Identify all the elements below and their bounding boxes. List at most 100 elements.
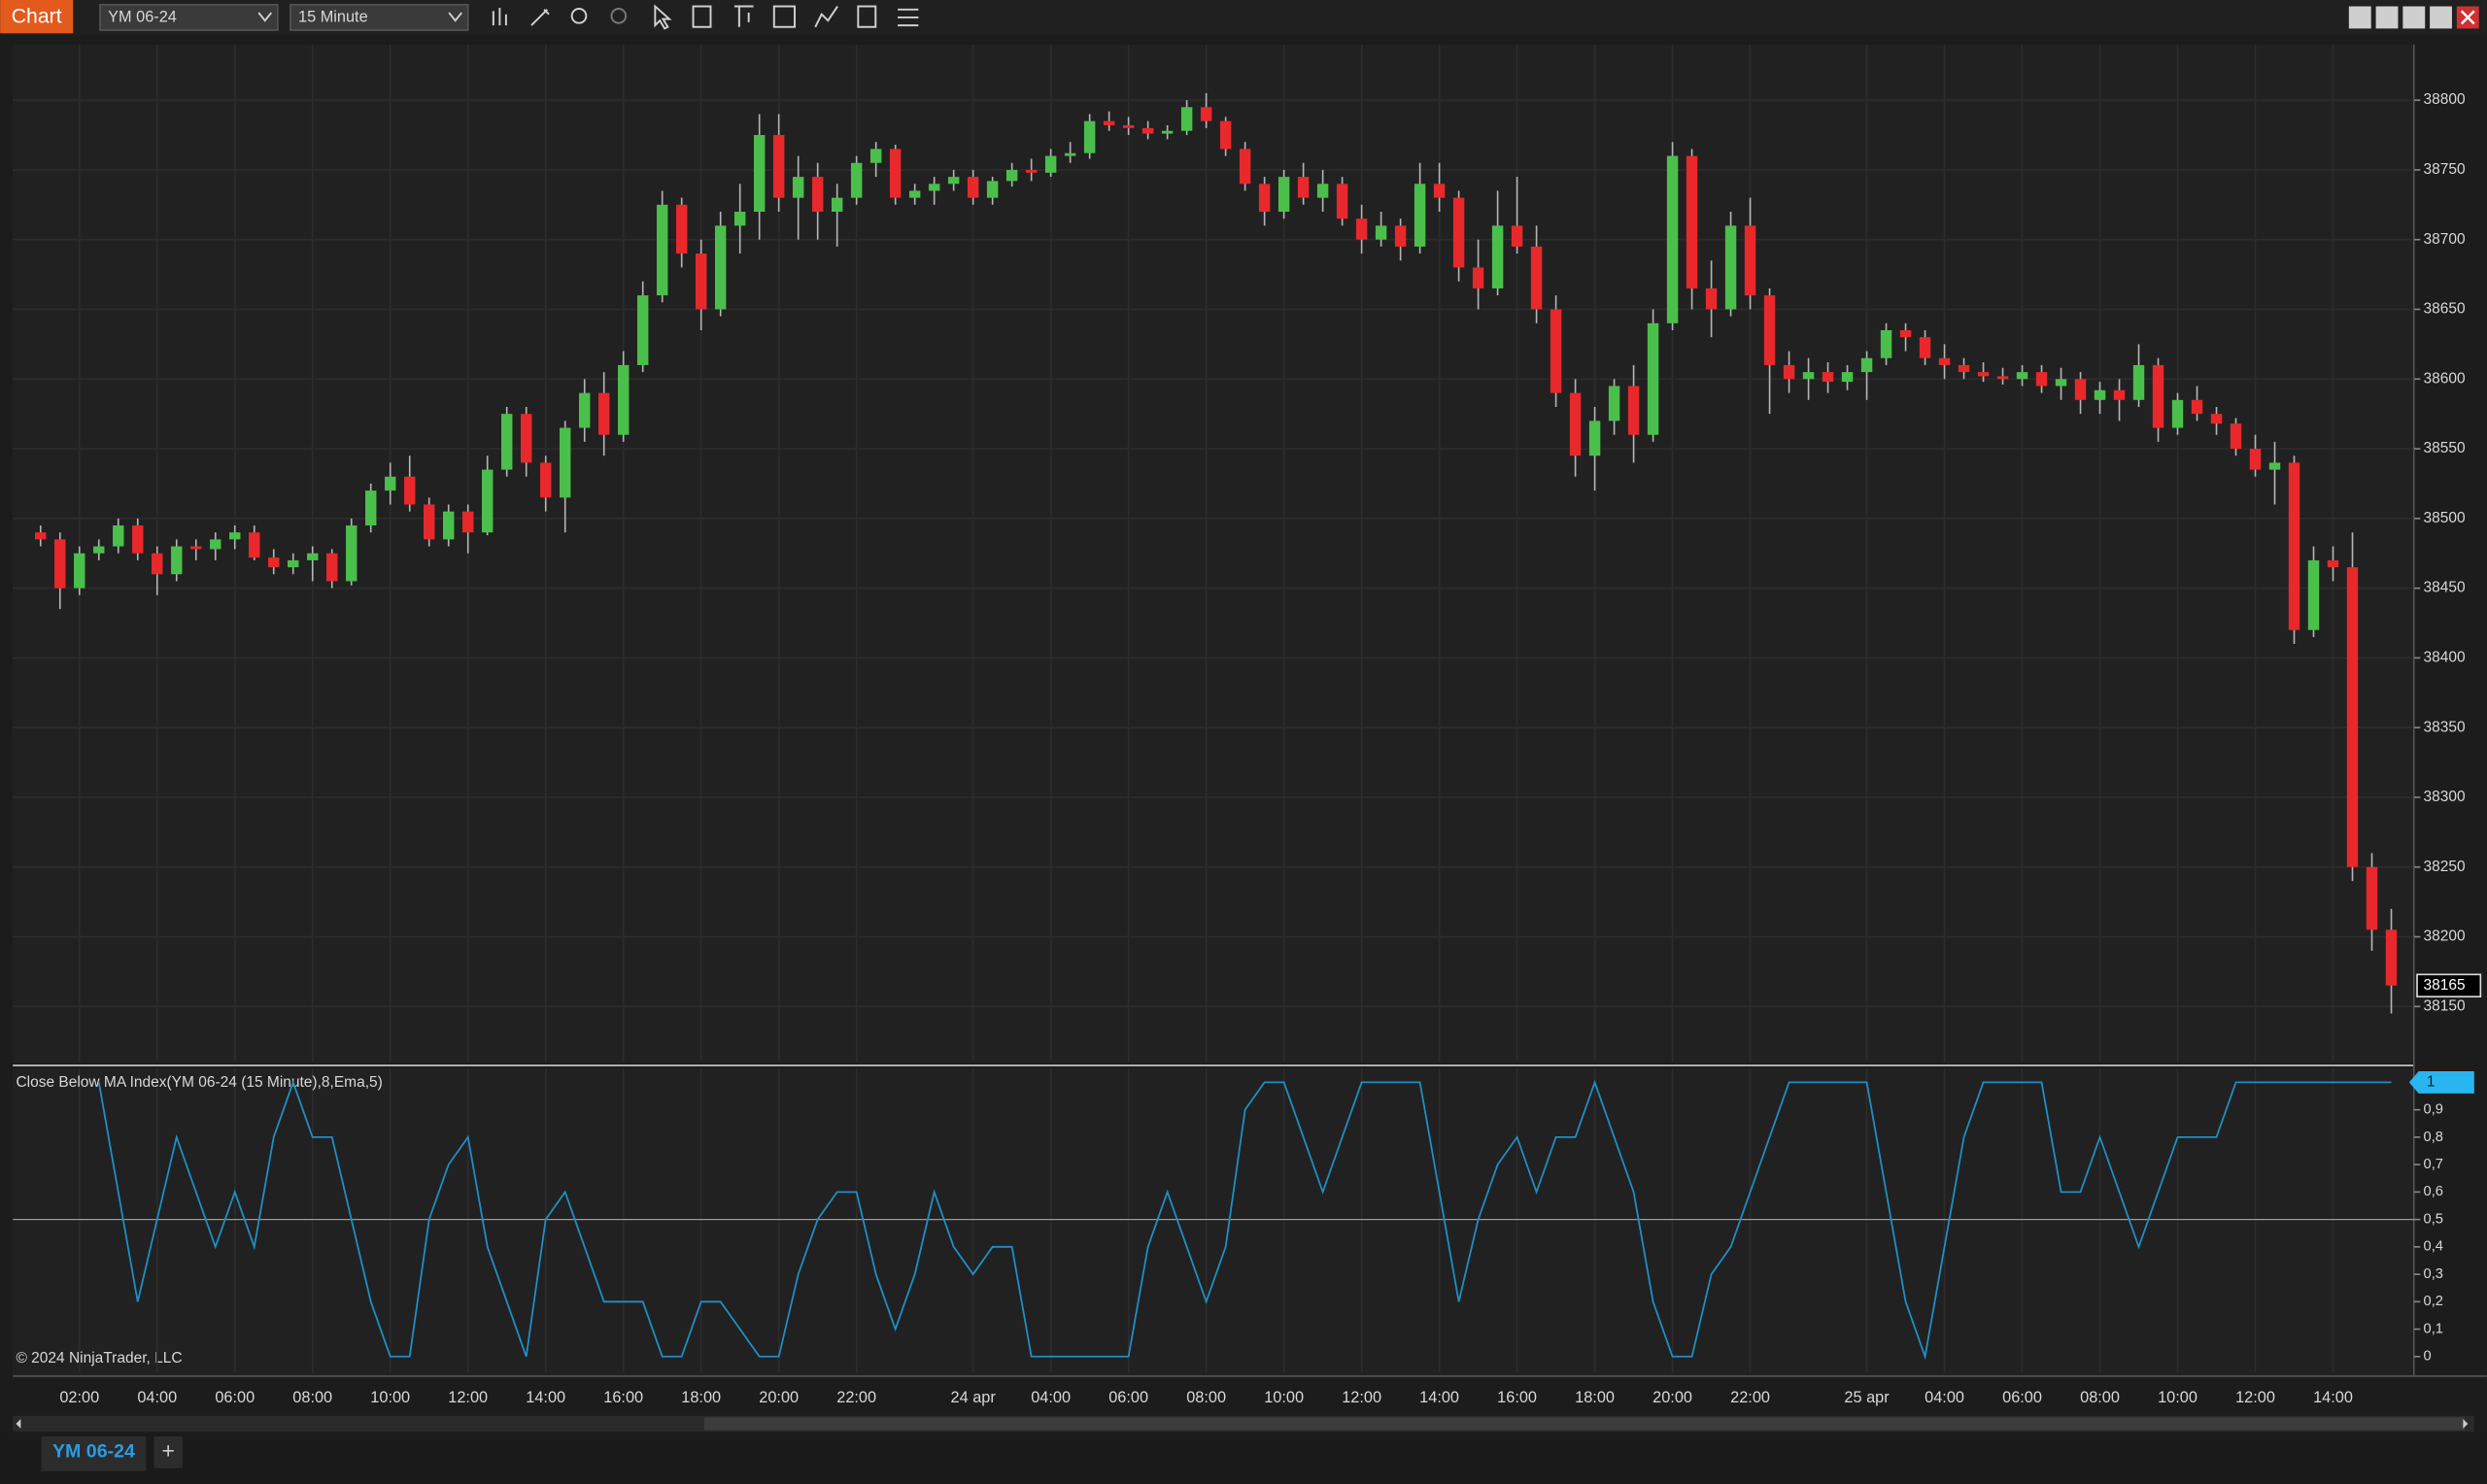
x-tick-label: 10:00 xyxy=(370,1389,410,1406)
candle-body xyxy=(1375,225,1387,240)
bars-icon[interactable] xyxy=(492,8,507,26)
window-button[interactable] xyxy=(2348,6,2371,29)
candle-body xyxy=(2191,399,2203,415)
trader-icon[interactable] xyxy=(733,5,754,27)
candle-body xyxy=(2327,559,2339,568)
add-tab[interactable] xyxy=(153,1436,183,1468)
candle-body xyxy=(1414,184,1426,247)
y-tick-label: 38500 xyxy=(2424,510,2466,526)
candle-body xyxy=(1880,330,1892,358)
pointer-icon[interactable] xyxy=(654,4,672,30)
candle-body xyxy=(1860,357,1873,373)
candle-body xyxy=(1239,149,1251,185)
candle-body xyxy=(1064,152,1076,156)
candle-body xyxy=(404,476,416,505)
candle-body xyxy=(74,553,85,589)
indicators-icon[interactable] xyxy=(814,5,838,28)
candle-body xyxy=(443,511,455,540)
instrument-dropdown[interactable] xyxy=(99,4,279,31)
interval-text: 15 Minute xyxy=(298,8,368,25)
draw-icon[interactable] xyxy=(530,9,550,26)
candle-body xyxy=(2230,423,2242,450)
candle-body xyxy=(1278,177,1290,212)
candle-body xyxy=(559,427,571,498)
x-tick-label: 12:00 xyxy=(2235,1389,2275,1406)
candle-body xyxy=(597,392,610,435)
x-tick-label: 20:00 xyxy=(1652,1389,1692,1406)
y-tick-label: 38600 xyxy=(2424,370,2466,387)
candle-body xyxy=(869,149,882,163)
x-tick-label: 18:00 xyxy=(1575,1389,1615,1406)
tab[interactable] xyxy=(41,1436,147,1471)
candle-body xyxy=(326,553,338,582)
last-price-box xyxy=(2416,973,2482,998)
window-buttons xyxy=(2348,6,2479,29)
candle-body xyxy=(210,539,221,550)
y-tick-label: 38800 xyxy=(2424,91,2466,108)
candle-body xyxy=(1569,392,1582,456)
candle-body xyxy=(1394,225,1407,247)
minimize-button[interactable] xyxy=(2402,6,2426,29)
candle-body xyxy=(1899,330,1912,338)
candle-body xyxy=(1103,120,1115,125)
candle-body xyxy=(1822,372,1834,383)
candle-body xyxy=(520,414,532,463)
candle-body xyxy=(2132,364,2145,400)
x-tick-label: 22:00 xyxy=(836,1389,876,1406)
y-tick-label: 0,4 xyxy=(2424,1239,2443,1255)
candle-body xyxy=(1841,372,1854,383)
y-tick-label: 38250 xyxy=(2424,859,2466,875)
x-tick-label: 20:00 xyxy=(759,1389,799,1406)
candle-body xyxy=(2268,462,2281,470)
candle-body xyxy=(1141,127,1154,134)
candle-body xyxy=(850,162,863,198)
candle-body xyxy=(695,253,707,310)
properties-icon[interactable] xyxy=(898,8,919,27)
data-box-icon[interactable] xyxy=(692,5,712,28)
strategies-icon[interactable] xyxy=(857,5,877,28)
candle-body xyxy=(93,546,105,554)
candle-body xyxy=(753,135,766,212)
candle-body xyxy=(1608,386,1620,422)
candle-body xyxy=(1180,107,1193,131)
candle-body xyxy=(1666,155,1679,323)
candle-body xyxy=(792,177,804,198)
candle-body xyxy=(617,364,630,435)
screenshot-icon[interactable] xyxy=(772,5,796,28)
candle-body xyxy=(1647,322,1659,435)
y-tick-label: 38700 xyxy=(2424,231,2466,248)
last-value-label: 1 xyxy=(2427,1074,2436,1091)
candle-body xyxy=(2055,379,2067,387)
x-tick-label: 08:00 xyxy=(292,1389,332,1406)
candle-body xyxy=(1161,130,1174,134)
candle-body xyxy=(2094,389,2106,400)
scrollbar-thumb[interactable] xyxy=(703,1417,2466,1431)
candle-body xyxy=(1550,309,1562,393)
interval-dropdown[interactable] xyxy=(290,4,469,31)
candle-body xyxy=(229,532,241,540)
candle-body xyxy=(171,546,183,575)
candle-body xyxy=(190,546,202,550)
candle-body xyxy=(2385,929,2398,986)
y-tick-label: 38450 xyxy=(2424,580,2466,596)
y-tick-label: 0 xyxy=(2424,1349,2432,1365)
y-tick-label: 0,5 xyxy=(2424,1211,2443,1227)
candle-body xyxy=(1686,155,1698,288)
candle-body xyxy=(2113,389,2126,400)
candle-body xyxy=(1472,267,1484,288)
zoom-out-icon[interactable] xyxy=(610,7,628,24)
x-tick-label: 04:00 xyxy=(137,1389,177,1406)
zoom-in-icon[interactable] xyxy=(570,7,588,24)
indicator-title: Close Below MA Index(YM 06-24 (15 Minute… xyxy=(16,1074,382,1091)
chart-label-bg xyxy=(0,0,74,34)
y-tick-label: 0,1 xyxy=(2424,1321,2443,1336)
candle-body xyxy=(346,525,358,582)
candle-body xyxy=(1627,386,1640,435)
window-button[interactable] xyxy=(2375,6,2399,29)
candle-body xyxy=(54,539,66,589)
candle-body xyxy=(1938,357,1951,365)
candle-body xyxy=(2035,372,2048,387)
restore-button[interactable] xyxy=(2430,6,2452,29)
candle-body xyxy=(288,559,299,568)
